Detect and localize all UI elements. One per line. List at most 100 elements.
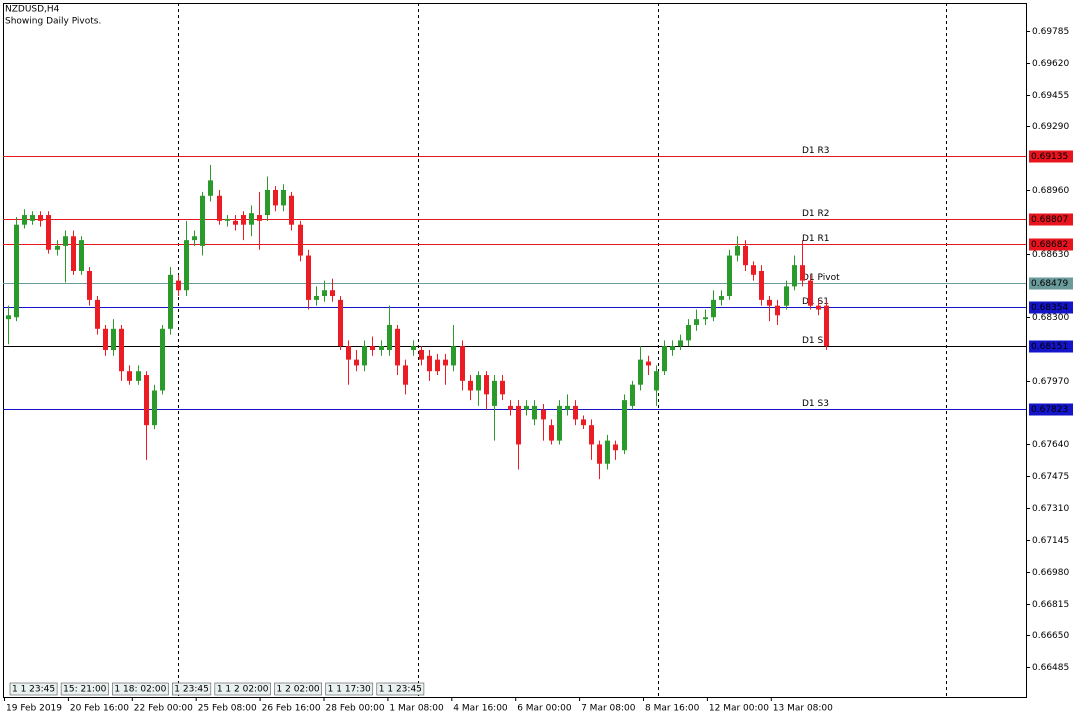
candle-body	[541, 409, 546, 420]
x-tick-label: 4 Mar 16:00	[453, 704, 508, 714]
y-tick-label: 0.69785	[1032, 27, 1069, 37]
candle-body	[289, 195, 294, 225]
candle-body	[557, 405, 562, 441]
candle-body	[22, 215, 27, 225]
candle-body	[443, 359, 448, 366]
candle-body	[484, 375, 489, 395]
tab-box	[214, 682, 271, 696]
price-tag-label: 0.68479	[1031, 279, 1068, 289]
tab: 1 23:45	[171, 682, 212, 696]
tab-box	[112, 682, 169, 696]
price-tag-label: 0.68151	[1031, 342, 1068, 352]
candle-body	[703, 317, 708, 320]
candle-body	[208, 180, 213, 196]
x-tick-label: 1 Mar 08:00	[389, 704, 444, 714]
candle-body	[379, 346, 384, 350]
price-tag	[1029, 301, 1073, 314]
price-tag	[1029, 403, 1073, 416]
candle-body	[63, 236, 68, 246]
candle-body	[330, 290, 335, 297]
pivot-label: D1 R3	[802, 146, 830, 156]
candle-body	[605, 440, 610, 464]
candle-body	[500, 380, 505, 395]
candle-body	[662, 346, 667, 372]
candle-body	[144, 375, 149, 426]
candle-body	[678, 340, 683, 347]
candle-body	[6, 315, 11, 320]
candle-body	[784, 286, 789, 306]
candle-body	[257, 215, 262, 221]
candle-body	[14, 224, 19, 318]
x-tick-label: 26 Feb 16:00	[262, 704, 321, 714]
candle-body	[346, 346, 351, 360]
candle-body	[136, 371, 141, 381]
candle-body	[735, 245, 740, 256]
tab-box	[60, 682, 109, 696]
candle-body	[759, 270, 764, 300]
candle-body	[87, 270, 92, 300]
tab: 1 1 17:30	[325, 682, 374, 696]
candle-body	[451, 346, 456, 366]
pivot-label: D1 Pivot	[802, 273, 840, 283]
candle-body	[322, 290, 327, 297]
candle-body	[775, 305, 780, 316]
tab-box	[9, 682, 58, 696]
tab-label: 1 23:45	[174, 685, 209, 695]
tab-label: 1 1 23:45	[379, 685, 422, 695]
pivot-label: D1 S3	[802, 399, 829, 409]
y-tick-label: 0.67970	[1032, 377, 1069, 387]
candle-body	[694, 319, 699, 325]
y-tick-label: 0.69620	[1032, 59, 1069, 69]
candle-body	[743, 245, 748, 266]
candle-body	[516, 405, 521, 445]
candle-body	[492, 380, 497, 406]
candle-body	[273, 189, 278, 206]
price-tag	[1029, 277, 1073, 290]
y-tick-label: 0.67640	[1032, 440, 1069, 450]
candle-body	[95, 299, 100, 329]
pivot-label: D1 R1	[802, 234, 830, 244]
x-tick-label: 7 Mar 08:00	[581, 704, 636, 714]
candle-body	[281, 189, 286, 206]
y-tick-label: 0.66485	[1032, 663, 1069, 673]
chart-title: NZDUSD,H4	[5, 5, 60, 15]
candle-body	[581, 419, 586, 426]
price-tag	[1029, 150, 1073, 163]
price-tag-label: 0.68354	[1031, 303, 1068, 313]
candle-body	[727, 255, 732, 297]
tab-label: 1 2 02:00	[277, 685, 320, 695]
candle-body	[395, 328, 400, 366]
candle-body	[613, 444, 618, 451]
x-tick-label: 12 Mar 00:00	[709, 704, 769, 714]
candle-body	[225, 218, 230, 221]
candle-body	[152, 390, 157, 426]
candle-body	[306, 255, 311, 300]
candle-body	[168, 274, 173, 329]
tab-label: 1 18: 02:00	[114, 685, 166, 695]
tab-label: 1 1 2 02:00	[217, 685, 269, 695]
candle-body	[808, 280, 813, 306]
candle-body	[468, 380, 473, 391]
candle-body	[638, 359, 643, 385]
candle-body	[111, 328, 116, 350]
candle-body	[217, 195, 222, 221]
x-tick-label: 19 Feb 2019	[6, 704, 62, 714]
candle-body	[241, 215, 246, 225]
candle-body	[354, 359, 359, 366]
candle-body	[362, 346, 367, 366]
y-tick-label: 0.66980	[1032, 568, 1069, 578]
candle-body	[751, 265, 756, 275]
candle-body	[338, 299, 343, 347]
y-tick-label: 0.68630	[1032, 250, 1069, 260]
candle-body	[30, 215, 35, 221]
tab-box	[171, 682, 212, 696]
chart-subtitle: Showing Daily Pivots.	[5, 17, 101, 27]
price-tag-label: 0.68682	[1031, 240, 1068, 250]
candle-body	[192, 236, 197, 241]
pivot-label: D1 S2	[802, 336, 829, 346]
y-tick-label: 0.68300	[1032, 313, 1069, 323]
candle-body	[103, 328, 108, 350]
candle-body	[127, 371, 132, 381]
